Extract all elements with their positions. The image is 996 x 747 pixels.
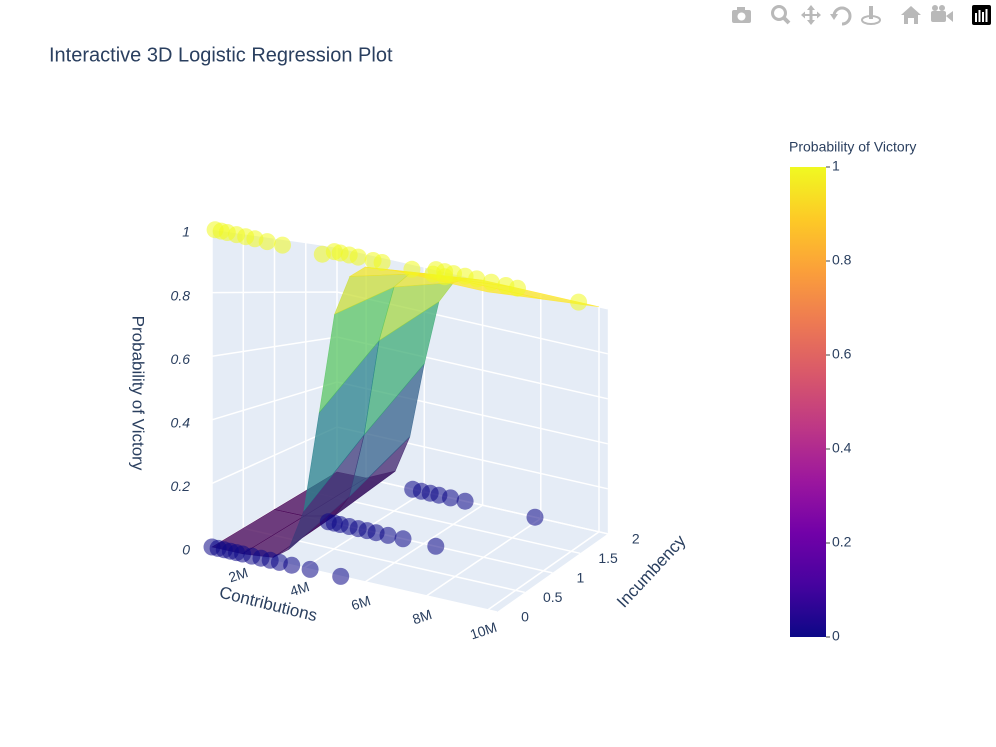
data-point	[442, 489, 459, 507]
camera-button[interactable]	[732, 7, 751, 23]
x-tick-label: 10M	[468, 619, 499, 643]
colorbar-tick-label: 0.8	[832, 252, 852, 268]
plotly-logo[interactable]	[972, 5, 991, 25]
x-tick-label: 6M	[349, 592, 372, 613]
data-point	[403, 260, 421, 278]
data-point	[274, 236, 291, 254]
y-tick-label: 1.5	[598, 550, 618, 566]
data-point	[456, 492, 474, 510]
data-point	[468, 270, 486, 288]
data-point	[427, 537, 445, 555]
z-axis-title: Probability of Victory	[129, 316, 148, 471]
y-tick-label: 1	[576, 570, 584, 586]
colorbar-tick-label: 0.6	[832, 346, 852, 362]
data-point	[373, 254, 391, 271]
data-point	[394, 530, 412, 548]
zoom-button[interactable]	[771, 5, 791, 25]
z-tick-label: 0.6	[171, 351, 191, 367]
chart-title: Interactive 3D Logistic Regression Plot	[49, 44, 393, 66]
x-tick-label: 8M	[410, 606, 433, 627]
data-point	[283, 556, 301, 574]
z-tick-label: 1	[182, 224, 190, 240]
x-tick-label: 4M	[288, 578, 311, 599]
turntable-button[interactable]	[861, 6, 881, 25]
data-point	[349, 248, 367, 266]
modebar	[732, 5, 991, 26]
orbit-button[interactable]	[830, 6, 852, 26]
colorbar	[790, 167, 826, 637]
reset-camera-button[interactable]	[931, 5, 953, 22]
z-tick-label: 0.4	[171, 415, 191, 431]
pan-button[interactable]	[801, 5, 821, 25]
data-point	[301, 560, 319, 578]
data-point	[526, 508, 544, 526]
data-point	[258, 233, 276, 251]
z-tick-label: 0.8	[171, 287, 191, 303]
data-point	[332, 567, 350, 585]
y-tick-label: 2	[632, 530, 640, 546]
z-tick-label: 0	[182, 542, 190, 558]
x-tick-label: 2M	[227, 564, 250, 585]
y-tick-label: 0	[521, 609, 529, 625]
data-point	[313, 245, 331, 263]
scene	[203, 221, 608, 613]
home-button[interactable]	[901, 6, 921, 24]
colorbar-tick-label: 0.4	[832, 440, 852, 456]
colorbar-tick-label: 0.2	[832, 534, 852, 550]
colorbar-tick-label: 1	[832, 158, 840, 174]
colorbar-tick-label: 0	[832, 628, 840, 644]
y-tick-label: 0.5	[543, 589, 563, 605]
data-point	[570, 293, 588, 311]
data-point	[482, 273, 500, 291]
z-tick-label: 0.2	[171, 478, 191, 494]
data-point	[436, 268, 454, 286]
colorbar-title: Probability of Victory	[789, 139, 916, 155]
data-point	[509, 279, 526, 297]
z-grid-line	[211, 291, 608, 355]
data-point	[379, 526, 397, 544]
